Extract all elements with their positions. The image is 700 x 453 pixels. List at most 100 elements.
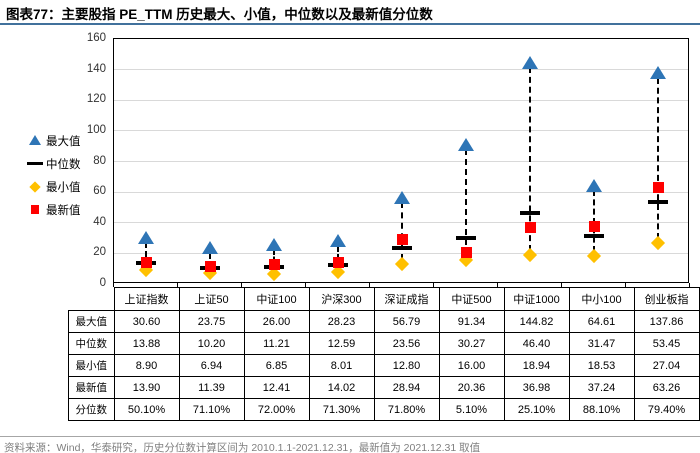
y-tick-label: 160: [86, 32, 106, 44]
table-cell: 27.04: [633, 354, 700, 377]
x-axis-tick: [560, 283, 562, 287]
table-header-cell: 创业板指: [633, 287, 700, 311]
latest-marker: [652, 181, 664, 193]
latest-marker: [588, 221, 600, 233]
range-line: [337, 245, 339, 268]
max-marker: [458, 137, 474, 151]
table-cell: 37.24: [568, 376, 635, 399]
legend-label: 中位数: [46, 158, 81, 171]
plot-area: [113, 38, 689, 283]
x-axis-tick: [112, 283, 114, 287]
table-cell: 13.88: [113, 332, 180, 355]
table-cell: 50.10%: [113, 398, 180, 421]
range-line: [465, 149, 467, 256]
median-marker: [648, 200, 668, 205]
page-title: 主要股指 PE_TTM 历史最大、小值，中位数以及最新值分位数: [61, 7, 433, 22]
table-cell: 11.39: [178, 376, 245, 399]
y-tick-label: 80: [93, 154, 106, 167]
gridline: [114, 130, 688, 132]
range-line: [209, 252, 211, 270]
legend-item: 最小值: [28, 175, 81, 198]
table-cell: 53.45: [633, 332, 700, 355]
table-cell: 56.79: [373, 310, 440, 333]
table-row-label: 最新值: [68, 376, 115, 399]
table-header-cell: 中证1000: [503, 287, 570, 311]
range-line: [401, 202, 403, 261]
latest-marker: [524, 221, 536, 233]
square-icon: [28, 203, 42, 217]
legend-item: 中位数: [27, 152, 81, 175]
latest-marker: [460, 247, 472, 259]
min-marker: [586, 248, 602, 263]
title-divider: [0, 23, 700, 25]
table-cell: 144.82: [503, 310, 570, 333]
x-axis-tick: [368, 283, 370, 287]
dash-icon: [27, 157, 43, 171]
chart-legend: 最大值 中位数 最小值 最新值: [27, 129, 81, 221]
table-cell: 91.34: [438, 310, 505, 333]
gridline: [114, 99, 688, 101]
y-tick-label: 60: [93, 185, 106, 198]
table-cell: 63.26: [633, 376, 700, 399]
latest-marker: [204, 261, 216, 273]
table-cell: 64.61: [568, 310, 635, 333]
legend-item: 最大值: [28, 129, 81, 152]
x-axis-tick: [496, 283, 498, 287]
table-header-cell: 深证成指: [373, 287, 440, 311]
table-cell: 18.94: [503, 354, 570, 377]
range-line: [529, 67, 531, 251]
table-cell: 12.41: [243, 376, 310, 399]
table-row-label: 中位数: [68, 332, 115, 355]
table-row-label: 最大值: [68, 310, 115, 333]
legend-label: 最大值: [46, 135, 81, 148]
max-marker: [522, 55, 538, 69]
y-tick-label: 120: [86, 93, 106, 106]
y-tick-label: 140: [86, 62, 106, 75]
y-tick-label: 0: [99, 277, 106, 289]
table-cell: 72.00%: [243, 398, 310, 421]
latest-marker: [268, 259, 280, 271]
table-row-label: 分位数: [68, 398, 115, 421]
latest-marker: [332, 257, 344, 269]
x-axis-tick: [240, 283, 242, 287]
table-cell: 30.60: [113, 310, 180, 333]
max-marker: [394, 190, 410, 204]
table-corner: [69, 288, 115, 311]
latest-marker: [396, 234, 408, 246]
max-marker: [330, 234, 346, 248]
table-cell: 18.53: [568, 354, 635, 377]
square-icon: [30, 205, 40, 214]
table-cell: 20.36: [438, 376, 505, 399]
table-cell: 137.86: [633, 310, 700, 333]
table-cell: 28.23: [308, 310, 375, 333]
triangle-icon: [28, 134, 42, 148]
table-cell: 23.75: [178, 310, 245, 333]
range-line: [593, 190, 595, 252]
table-header-cell: 上证50: [178, 287, 245, 311]
table-cell: 46.40: [503, 332, 570, 355]
table-cell: 23.56: [373, 332, 440, 355]
table-cell: 13.90: [113, 376, 180, 399]
table-cell: 71.30%: [308, 398, 375, 421]
triangle-icon: [28, 135, 41, 146]
table-cell: 71.10%: [178, 398, 245, 421]
median-marker: [520, 210, 540, 215]
range-line: [145, 242, 147, 267]
table-header-cell: 中证500: [438, 287, 505, 311]
max-marker: [202, 241, 218, 255]
gridline: [114, 161, 688, 162]
source-note: 资料来源：Wind，华泰研究，历史分位数计算区间为 2010.1.1-2021.…: [4, 442, 481, 453]
table-cell: 6.85: [243, 354, 310, 377]
data-table: 上证指数 上证50 中证100 沪深300 深证成指 中证500 中证1000 中小100 创业…: [68, 287, 700, 421]
table-cell: 30.27: [438, 332, 505, 355]
y-tick-label: 40: [93, 215, 106, 228]
x-axis-tick: [176, 283, 178, 287]
median-marker: [392, 245, 412, 250]
max-marker: [138, 230, 154, 244]
table-cell: 8.90: [113, 354, 180, 377]
dash-icon: [27, 161, 43, 166]
x-axis-tick: [432, 283, 434, 287]
y-tick-label: 20: [93, 246, 106, 259]
x-axis-tick: [624, 283, 626, 287]
